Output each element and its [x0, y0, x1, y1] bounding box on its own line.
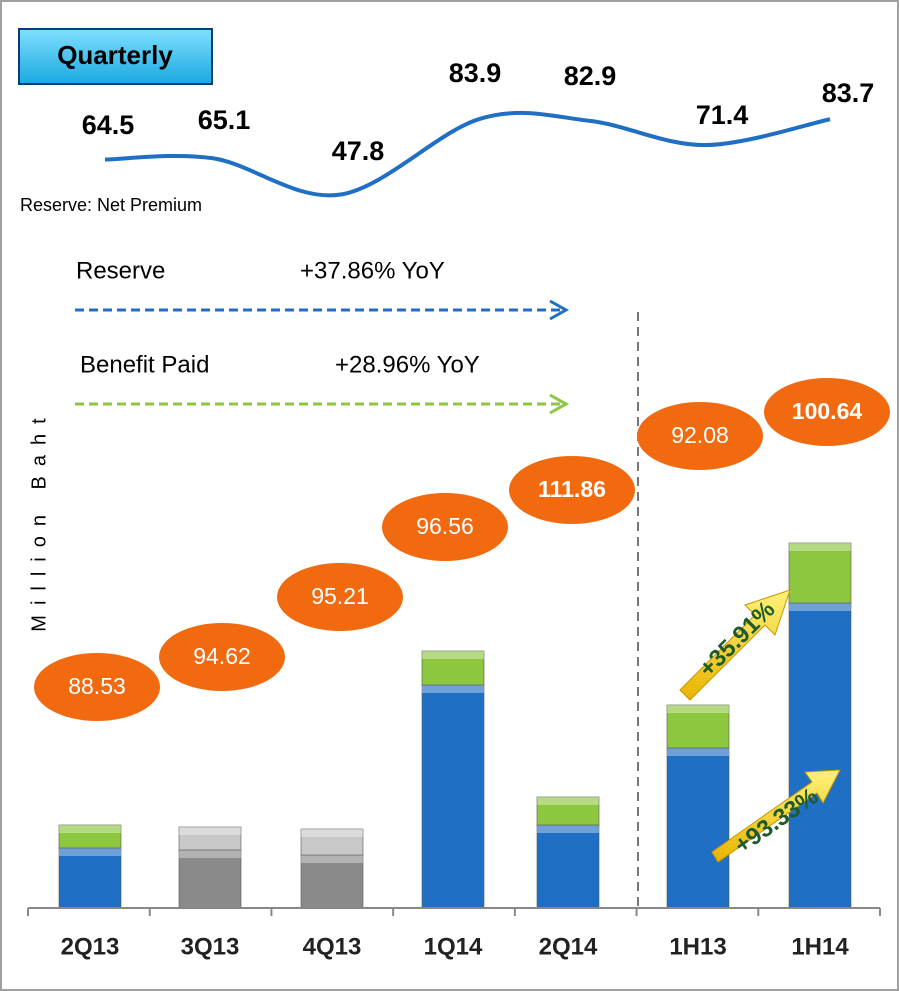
bar-segment	[300, 828, 364, 856]
bar-shine	[301, 829, 363, 837]
line-label: Reserve: Net Premium	[20, 195, 202, 215]
x-tick-label: 4Q13	[303, 933, 362, 960]
oval-value: 94.62	[193, 643, 251, 669]
line-value-label: 83.9	[449, 58, 502, 88]
bar-segment	[536, 796, 600, 826]
bar-shine	[667, 705, 729, 713]
x-tick-label: 1H13	[669, 933, 726, 960]
bar-shine	[422, 685, 484, 693]
bar-shine	[59, 825, 121, 833]
bar-segment	[788, 542, 852, 604]
oval	[637, 402, 763, 470]
bar-segment	[421, 684, 485, 909]
x-tick-label: 3Q13	[181, 933, 240, 960]
line-value-label: 82.9	[564, 61, 617, 91]
bar-shine	[789, 543, 851, 551]
bar-segment	[536, 824, 600, 909]
bar-segment	[666, 704, 730, 749]
bar-segment	[58, 824, 122, 849]
growth-arrow	[679, 589, 791, 701]
line-value-label: 47.8	[332, 136, 385, 166]
line-value-label: 83.7	[822, 78, 875, 108]
legend-arrow-head	[549, 393, 570, 415]
line-value-label: 64.5	[82, 110, 135, 140]
legend-change: +37.86% YoY	[300, 257, 445, 284]
bar-shine	[179, 827, 241, 835]
bar-shine	[179, 850, 241, 858]
chart-title: Quarterly	[57, 40, 173, 70]
bar-shine	[667, 748, 729, 756]
x-tick-label: 2Q14	[539, 933, 598, 960]
x-tick-label: 1H14	[791, 933, 849, 960]
x-tick-label: 2Q13	[61, 933, 120, 960]
bar-segment	[421, 650, 485, 686]
legend-arrow-head	[549, 299, 570, 321]
bar-shine	[301, 855, 363, 863]
oval	[764, 378, 890, 446]
bar-segment	[666, 747, 730, 909]
oval	[159, 623, 285, 691]
x-tick-label: 1Q14	[424, 933, 483, 960]
oval-value: 96.56	[416, 513, 474, 539]
bar-segment	[178, 826, 242, 851]
oval	[34, 653, 160, 721]
bar-segment	[58, 847, 122, 909]
bar-segment	[300, 854, 364, 909]
bar-shine	[59, 848, 121, 856]
legend-label: Reserve	[76, 257, 165, 284]
growth-arrow	[711, 769, 841, 863]
bar-shine	[789, 603, 851, 611]
oval-value: 111.86	[538, 476, 606, 502]
line-value-label: 71.4	[696, 100, 749, 130]
oval	[509, 456, 635, 524]
oval-value: 95.21	[311, 583, 369, 609]
bar-shine	[537, 825, 599, 833]
line-value-label: 65.1	[198, 105, 251, 135]
legend-change: +28.96% YoY	[335, 351, 480, 378]
line	[104, 110, 831, 198]
oval-value: 92.08	[671, 422, 729, 448]
y-axis-label: Million Baht	[28, 408, 50, 631]
oval-value: 88.53	[68, 673, 126, 699]
bar-segment	[788, 602, 852, 909]
bar-shine	[422, 651, 484, 659]
oval-value: 100.64	[792, 398, 863, 424]
legend-label: Benefit Paid	[80, 351, 209, 378]
oval	[277, 563, 403, 631]
bar-segment	[178, 849, 242, 909]
bar-shine	[537, 797, 599, 805]
growth-label: +35.91%	[694, 596, 781, 683]
title-box	[18, 28, 213, 85]
oval	[382, 493, 508, 561]
